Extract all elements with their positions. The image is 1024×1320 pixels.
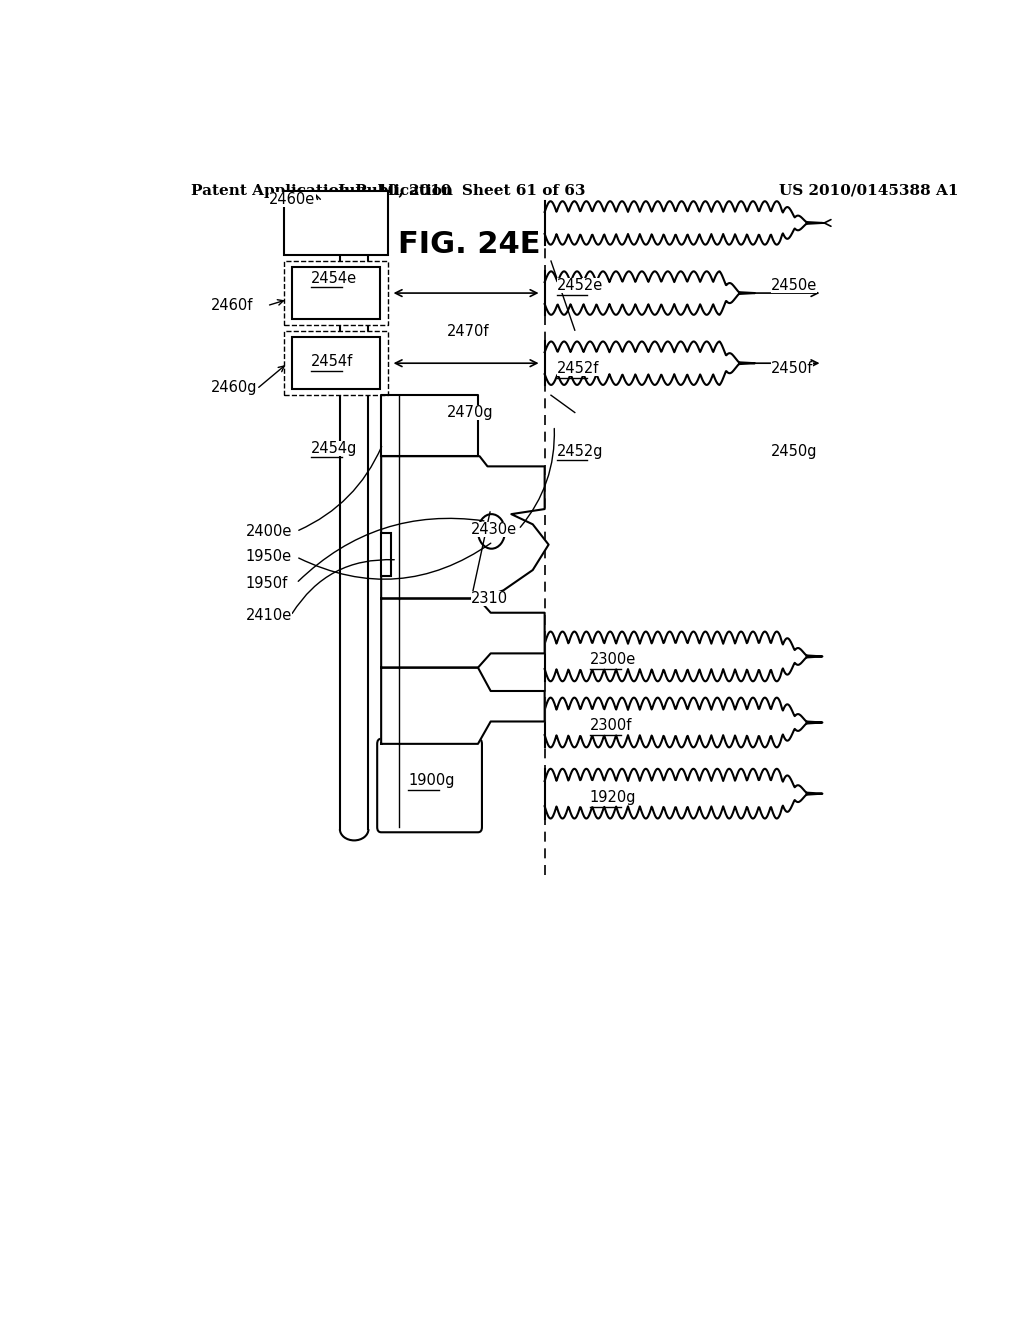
- Text: 1950e: 1950e: [246, 549, 292, 565]
- Circle shape: [478, 515, 505, 549]
- Text: 2450g: 2450g: [771, 444, 817, 458]
- Polygon shape: [381, 668, 545, 744]
- Bar: [285, 331, 387, 395]
- Text: 2454e: 2454e: [311, 271, 357, 286]
- Text: 2300f: 2300f: [590, 718, 632, 733]
- Text: 2300e: 2300e: [590, 652, 636, 667]
- Bar: [381, 533, 391, 576]
- Text: 2460g: 2460g: [211, 380, 258, 395]
- Bar: [285, 261, 387, 325]
- Text: 2454f: 2454f: [311, 354, 353, 370]
- Text: 2452f: 2452f: [557, 362, 599, 376]
- Polygon shape: [381, 598, 545, 668]
- Text: 2450e: 2450e: [771, 279, 817, 293]
- Text: 1900g: 1900g: [409, 774, 455, 788]
- Polygon shape: [381, 395, 478, 457]
- Text: 2430e: 2430e: [471, 521, 517, 537]
- Bar: [292, 267, 380, 319]
- Text: 2452e: 2452e: [557, 279, 603, 293]
- Text: 2470g: 2470g: [447, 405, 494, 420]
- Bar: [292, 338, 380, 389]
- Text: Patent Application Publication: Patent Application Publication: [191, 183, 454, 198]
- Text: 1950f: 1950f: [246, 576, 288, 591]
- Text: FIG. 24E: FIG. 24E: [398, 230, 541, 259]
- Text: 1920g: 1920g: [590, 791, 636, 805]
- Text: 2410e: 2410e: [246, 609, 292, 623]
- Text: Jun. 10, 2010  Sheet 61 of 63: Jun. 10, 2010 Sheet 61 of 63: [337, 183, 586, 198]
- Text: 2400e: 2400e: [246, 524, 292, 539]
- Text: 2460f: 2460f: [211, 298, 254, 313]
- Polygon shape: [381, 457, 549, 598]
- Text: 2310: 2310: [471, 591, 508, 606]
- Text: 2450f: 2450f: [771, 362, 813, 376]
- Text: 2470f: 2470f: [447, 323, 489, 339]
- Text: US 2010/0145388 A1: US 2010/0145388 A1: [778, 183, 958, 198]
- Text: 2460e: 2460e: [269, 191, 315, 206]
- Bar: [285, 191, 387, 255]
- Text: 2454g: 2454g: [311, 441, 357, 455]
- FancyBboxPatch shape: [377, 739, 482, 833]
- Text: 2452g: 2452g: [557, 444, 603, 458]
